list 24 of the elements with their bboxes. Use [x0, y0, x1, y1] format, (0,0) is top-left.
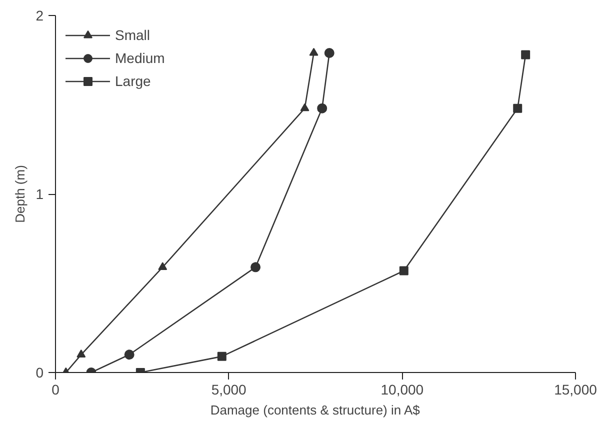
point [324, 48, 334, 58]
legend-label: Medium [115, 50, 165, 66]
x-tick-label: 0 [52, 382, 60, 398]
point [76, 350, 86, 358]
y-axis-title: Depth (m) [12, 165, 28, 223]
point [158, 262, 168, 270]
y-tick-label: 2 [36, 8, 44, 24]
y-tick-label: 1 [36, 186, 44, 202]
legend-label: Small [115, 27, 150, 43]
point [250, 262, 261, 272]
point [309, 48, 318, 56]
x-tick-label: 15,000 [554, 382, 598, 398]
x-axis-title: Damage (contents & structure) in A$ [210, 402, 421, 418]
legend-label: Large [115, 73, 151, 89]
y-tick-label: 0 [36, 364, 44, 380]
point [124, 350, 134, 360]
point [521, 50, 530, 60]
point [317, 103, 328, 114]
x-tick-label: 10,000 [380, 382, 424, 398]
point [513, 104, 522, 113]
x-tick-label: 5,000 [211, 382, 247, 398]
point [217, 352, 226, 361]
point [399, 266, 408, 276]
point [300, 103, 310, 112]
